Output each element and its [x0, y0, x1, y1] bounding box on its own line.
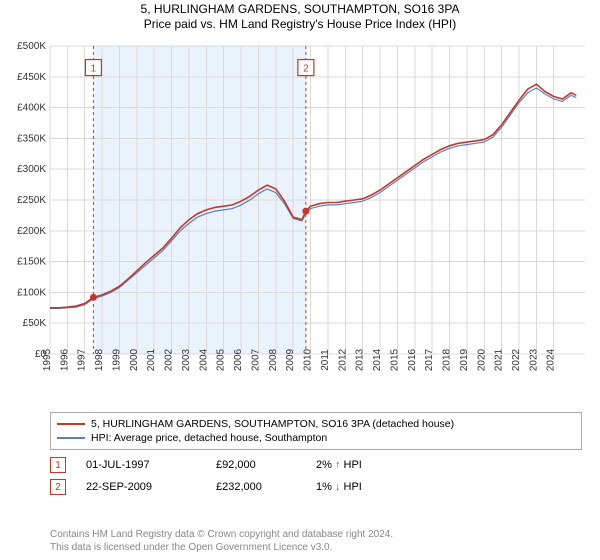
svg-text:2005: 2005 [216, 348, 227, 371]
svg-text:2013: 2013 [355, 348, 366, 371]
legend-item: HPI: Average price, detached house, Sout… [57, 431, 575, 445]
svg-text:2023: 2023 [528, 348, 539, 371]
sale-row: 2 22-SEP-2009£232,0001% ↓ HPI [50, 476, 582, 498]
legend-item: 5, HURLINGHAM GARDENS, SOUTHAMPTON, SO16… [57, 417, 575, 431]
svg-text:2021: 2021 [494, 348, 505, 371]
footer-attribution: Contains HM Land Registry data © Crown c… [50, 528, 582, 554]
svg-text:1999: 1999 [111, 348, 122, 371]
svg-text:2: 2 [303, 64, 309, 75]
svg-text:2012: 2012 [337, 348, 348, 371]
footer-line-2: This data is licensed under the Open Gov… [50, 541, 582, 554]
svg-text:2018: 2018 [442, 348, 453, 371]
svg-text:2017: 2017 [424, 348, 435, 371]
svg-text:1996: 1996 [59, 348, 70, 371]
svg-text:2000: 2000 [129, 348, 140, 371]
svg-text:1997: 1997 [77, 348, 88, 371]
svg-text:2001: 2001 [146, 348, 157, 371]
sale-delta: 2% ↑ HPI [316, 459, 436, 471]
svg-text:2019: 2019 [459, 348, 470, 371]
svg-text:£150K: £150K [17, 257, 46, 268]
svg-text:2011: 2011 [320, 349, 331, 371]
page-title-address: 5, HURLINGHAM GARDENS, SOUTHAMPTON, SO16… [0, 2, 600, 16]
sales-table: 1 01-JUL-1997£92,0002% ↑ HPI 2 22-SEP-2009£… [50, 454, 582, 498]
svg-text:2008: 2008 [268, 348, 279, 371]
sale-row: 1 01-JUL-1997£92,0002% ↑ HPI [50, 454, 582, 476]
svg-text:2006: 2006 [233, 348, 244, 371]
svg-text:2016: 2016 [407, 348, 418, 371]
svg-text:2004: 2004 [198, 348, 209, 371]
svg-text:1998: 1998 [94, 348, 105, 371]
page-subtitle: Price paid vs. HM Land Registry's House … [0, 17, 600, 31]
svg-text:1995: 1995 [42, 348, 53, 371]
svg-text:2015: 2015 [389, 348, 400, 371]
sale-date: 22-SEP-2009 [86, 481, 216, 493]
svg-text:£200K: £200K [17, 226, 46, 237]
sale-date: 01-JUL-1997 [86, 459, 216, 471]
svg-text:£450K: £450K [17, 72, 46, 83]
svg-text:£250K: £250K [17, 195, 46, 206]
svg-text:2010: 2010 [303, 348, 314, 371]
legend-label: HPI: Average price, detached house, Sout… [91, 431, 327, 445]
svg-text:2020: 2020 [476, 348, 487, 371]
svg-text:£300K: £300K [17, 164, 46, 175]
footer-line-1: Contains HM Land Registry data © Crown c… [50, 528, 582, 541]
svg-text:2003: 2003 [181, 348, 192, 371]
legend: 5, HURLINGHAM GARDENS, SOUTHAMPTON, SO16… [50, 412, 582, 450]
svg-text:£350K: £350K [17, 133, 46, 144]
svg-text:£50K: £50K [23, 318, 47, 329]
svg-text:2002: 2002 [164, 348, 175, 371]
svg-text:2009: 2009 [285, 348, 296, 371]
svg-text:2007: 2007 [250, 348, 261, 371]
price-chart: £0£50K£100K£150K£200K£250K£300K£350K£400… [0, 36, 600, 406]
sale-delta: 1% ↓ HPI [316, 481, 436, 493]
sale-price: £232,000 [216, 481, 316, 493]
svg-text:2014: 2014 [372, 348, 383, 371]
svg-text:1: 1 [91, 64, 97, 75]
svg-text:£100K: £100K [17, 287, 46, 298]
svg-text:£400K: £400K [17, 103, 46, 114]
sale-badge: 2 [50, 479, 66, 495]
sale-price: £92,000 [216, 459, 316, 471]
svg-text:2024: 2024 [546, 348, 557, 371]
svg-text:2022: 2022 [511, 348, 522, 371]
legend-label: 5, HURLINGHAM GARDENS, SOUTHAMPTON, SO16… [91, 417, 454, 431]
legend-swatch [57, 423, 85, 425]
legend-swatch [57, 437, 85, 439]
svg-text:£500K: £500K [17, 41, 46, 52]
sale-badge: 1 [50, 457, 66, 473]
